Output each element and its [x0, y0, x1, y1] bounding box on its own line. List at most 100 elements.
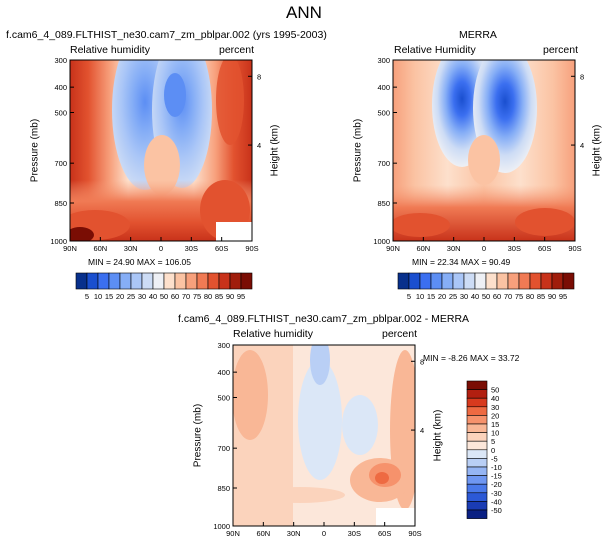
model-y2tick-label: 8	[257, 72, 261, 81]
panel-model-left-label: Relative humidity	[70, 44, 150, 56]
diff-colorbar-box	[466, 397, 488, 408]
diff-colorbar-box	[466, 509, 488, 519]
obs-colorbar-box	[441, 272, 454, 290]
model-colorbar-box	[152, 272, 165, 290]
obs-xtick-label: 30S	[508, 244, 521, 253]
model-colorbar-label: 60	[171, 292, 179, 301]
obs-xtick-label: 30N	[447, 244, 461, 253]
obs-colorbar-box	[408, 272, 421, 290]
diff-colorbar-label: 20	[491, 411, 499, 420]
panel-model-right-label: percent	[219, 44, 255, 56]
obs-ytick-label: 850	[377, 199, 390, 208]
model-colorbar-label: 40	[149, 292, 157, 301]
diff-colorbar-box	[466, 475, 488, 485]
obs-colorbar-label: 85	[537, 292, 545, 301]
obs-colorbar-label: 25	[449, 292, 457, 301]
panel-diff-field	[233, 345, 415, 526]
obs-colorbar-label: 40	[471, 292, 479, 301]
model-colorbar-label: 70	[182, 292, 190, 301]
diff-xtick-label: 90S	[408, 529, 421, 538]
obs-colorbar-label: 5	[407, 292, 411, 301]
diff-ytick-label: 400	[217, 368, 230, 377]
obs-colorbar-box	[397, 272, 410, 290]
model-colorbar-box	[207, 272, 220, 290]
obs-colorbar-box	[430, 272, 443, 290]
diff-y2tick-label: 4	[420, 426, 424, 435]
obs-y2tick-label: 4	[580, 141, 584, 150]
model-colorbar-box	[130, 272, 143, 290]
diff-colorbar-box	[466, 423, 488, 433]
diff-ytick-label: 300	[217, 341, 230, 350]
obs-colorbar-label: 10	[416, 292, 424, 301]
obs-ytick-label: 500	[377, 108, 390, 117]
model-colorbar-box	[119, 272, 132, 290]
model-colorbar-box	[141, 272, 154, 290]
model-colorbar-box	[97, 272, 110, 290]
obs-colorbar-label: 80	[526, 292, 534, 301]
obs-colorbar-box	[562, 272, 575, 290]
diff-colorbar-label: -50	[491, 506, 502, 515]
obs-colorbar-label: 70	[504, 292, 512, 301]
model-colorbar-label: 90	[226, 292, 234, 301]
model-xtick-label: 60S	[215, 244, 228, 253]
obs-y2tick-label: 8	[580, 72, 584, 81]
model-ytick-label: 400	[54, 83, 67, 92]
obs-colorbar-box	[518, 272, 531, 290]
model-colorbar-label: 20	[116, 292, 124, 301]
model-colorbar-box	[218, 272, 231, 290]
diff-colorbar-label: 40	[491, 394, 499, 403]
diff-colorbar-box	[466, 449, 488, 459]
obs-colorbar-label: 60	[493, 292, 501, 301]
obs-colorbar-label: 15	[427, 292, 435, 301]
panel-obs-field	[393, 60, 575, 241]
figure-title: ANN	[286, 3, 322, 22]
model-colorbar-label: 50	[160, 292, 168, 301]
obs-colorbar-label: 20	[438, 292, 446, 301]
diff-colorbar-box	[466, 501, 488, 511]
panel-obs-left-label: Relative Humidity	[394, 44, 476, 56]
model-ytick-label: 700	[54, 159, 67, 168]
obs-colorbar-box	[452, 272, 465, 290]
panel-obs-right-label: percent	[543, 44, 579, 56]
diff-colorbar-box	[466, 466, 488, 476]
obs-colorbar-box	[540, 272, 553, 290]
obs-colorbar-box	[419, 272, 432, 290]
diff-xtick-label: 60S	[378, 529, 391, 538]
panel-obs-stats: MIN = 22.34 MAX = 90.49	[412, 257, 511, 267]
obs-colorbar-box	[551, 272, 564, 290]
diff-colorbar-box	[466, 389, 488, 399]
model-xtick-label: 0	[159, 244, 163, 253]
obs-colorbar-box	[463, 272, 476, 290]
model-colorbar-box	[75, 272, 88, 290]
model-colorbar-label: 30	[138, 292, 146, 301]
panel-diff-title: f.cam6_4_089.FLTHIST_ne30.cam7_zm_pblpar…	[178, 313, 470, 325]
diff-ytick-label: 500	[217, 393, 230, 402]
obs-colorbar-box	[474, 272, 487, 290]
diff-colorbar-label: 50	[491, 386, 499, 395]
panel-model-title: f.cam6_4_089.FLTHIST_ne30.cam7_zm_pblpar…	[6, 29, 327, 41]
diff-y2tick-label: 8	[420, 357, 424, 366]
panel-diff-left-label: Relative humidity	[233, 328, 313, 340]
obs-ytick-label: 1000	[373, 237, 390, 246]
model-colorbar-box	[163, 272, 176, 290]
model-xtick-label: 30N	[124, 244, 138, 253]
model-colorbar-label: 80	[204, 292, 212, 301]
obs-colorbar-box	[529, 272, 542, 290]
obs-colorbar-label: 50	[482, 292, 490, 301]
model-ytick-label: 850	[54, 199, 67, 208]
diff-colorbar-label: -5	[491, 454, 498, 463]
obs-colorbar-box	[507, 272, 520, 290]
obs-colorbar-label: 90	[548, 292, 556, 301]
diff-colorbar-box	[466, 432, 488, 442]
obs-ytick-label: 300	[377, 56, 390, 65]
model-colorbar-box	[229, 272, 242, 290]
model-xtick-label: 90N	[63, 244, 77, 253]
diff-xtick-label: 0	[322, 529, 326, 538]
obs-ytick-label: 700	[377, 159, 390, 168]
model-colorbar-label: 75	[193, 292, 201, 301]
diff-colorbar-label: 5	[491, 437, 495, 446]
obs-colorbar-label: 30	[460, 292, 468, 301]
diff-colorbar-label: 10	[491, 429, 499, 438]
model-colorbar-box	[196, 272, 209, 290]
